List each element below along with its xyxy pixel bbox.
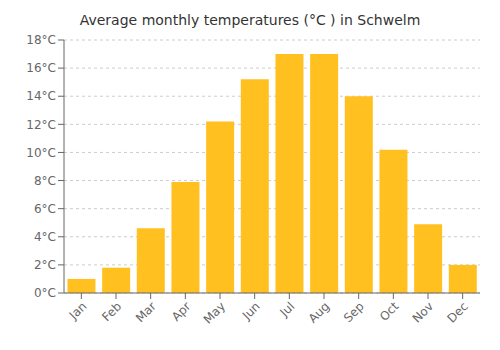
svg-text:18°C: 18°C <box>26 33 56 47</box>
svg-text:Mar: Mar <box>133 299 159 325</box>
svg-text:Sep: Sep <box>341 299 367 325</box>
svg-text:Dec: Dec <box>444 299 470 325</box>
svg-text:10°C: 10°C <box>26 146 56 160</box>
svg-text:Jan: Jan <box>66 299 90 323</box>
svg-text:Nov: Nov <box>410 299 436 325</box>
svg-text:0°C: 0°C <box>34 286 56 300</box>
svg-text:Feb: Feb <box>99 299 124 324</box>
svg-text:Jul: Jul <box>277 299 298 320</box>
svg-text:Oct: Oct <box>377 299 402 324</box>
svg-text:14°C: 14°C <box>26 89 56 103</box>
svg-text:12°C: 12°C <box>26 118 56 132</box>
svg-text:8°C: 8°C <box>34 174 56 188</box>
svg-text:6°C: 6°C <box>34 202 56 216</box>
svg-text:16°C: 16°C <box>26 61 56 75</box>
svg-text:2°C: 2°C <box>34 258 56 272</box>
svg-text:Jun: Jun <box>239 299 263 323</box>
svg-text:Aug: Aug <box>306 299 332 325</box>
svg-text:Apr: Apr <box>169 299 194 324</box>
svg-text:4°C: 4°C <box>34 230 56 244</box>
svg-text:May: May <box>201 299 228 326</box>
html-text:Average monthly temperatures (: Average monthly temperatures (°C ) in Sc… <box>79 12 421 28</box>
